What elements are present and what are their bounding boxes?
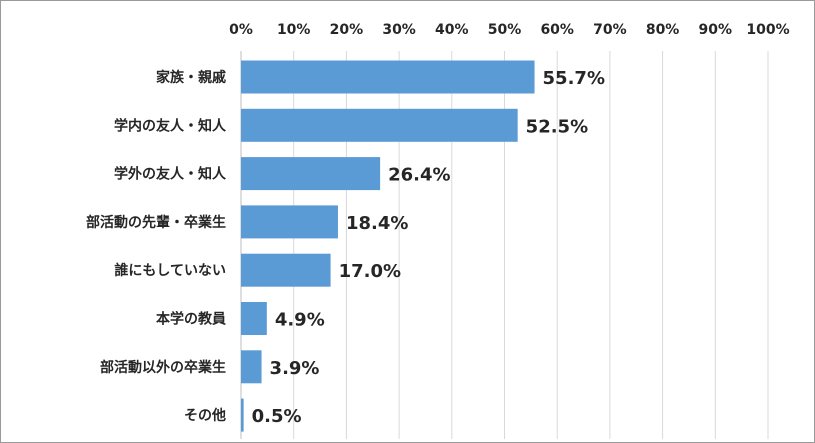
x-axis-ticks: 0% 10% 20% 30% 40% 50% 60% 70% 80% 90% 100% — [229, 22, 790, 38]
bar — [241, 302, 267, 335]
x-tick-label: 10% — [277, 22, 311, 38]
category-label: 本学の教員 — [156, 311, 226, 328]
category-labels: 家族・親戚学内の友人・知人学外の友人・知人部活動の先輩・卒業生誰にもしていない本… — [86, 69, 227, 424]
data-label: 52.5% — [526, 116, 588, 137]
category-label: 学外の友人・知人 — [114, 166, 227, 183]
data-label: 3.9% — [270, 358, 320, 379]
x-tick-label: 80% — [646, 22, 680, 38]
bar — [241, 60, 535, 94]
x-tick-label: 60% — [540, 22, 574, 38]
bar — [241, 253, 331, 287]
x-tick-label: 100% — [746, 22, 789, 38]
x-tick-label: 50% — [488, 22, 522, 38]
bar — [241, 205, 338, 239]
x-tick-label: 0% — [229, 22, 253, 38]
data-label: 26.4% — [388, 165, 450, 186]
bar — [241, 398, 244, 432]
bar — [241, 350, 262, 384]
category-label: 誰にもしていない — [114, 262, 226, 279]
x-tick-label: 30% — [382, 22, 416, 38]
data-label: 18.4% — [346, 213, 408, 234]
bar — [241, 157, 381, 191]
category-label: 部活動以外の卒業生 — [100, 359, 226, 376]
x-tick-label: 90% — [699, 22, 733, 38]
data-label: 4.9% — [275, 310, 325, 331]
category-label: 部活動の先輩・卒業生 — [86, 214, 226, 231]
category-label: 家族・親戚 — [156, 69, 226, 86]
category-label: その他 — [184, 407, 226, 424]
category-label: 学内の友人・知人 — [114, 117, 227, 134]
x-tick-label: 70% — [593, 22, 627, 38]
value-labels: 55.7% 52.5% 26.4% 18.4% 17.0% 4.9% 3.9% 0.5% — [252, 68, 605, 427]
x-tick-label: 40% — [435, 22, 469, 38]
bar — [241, 108, 518, 142]
bars — [241, 60, 535, 432]
data-label: 0.5% — [252, 406, 302, 427]
data-label: 17.0% — [339, 261, 401, 282]
data-label: 55.7% — [543, 68, 605, 89]
x-tick-label: 20% — [330, 22, 364, 38]
